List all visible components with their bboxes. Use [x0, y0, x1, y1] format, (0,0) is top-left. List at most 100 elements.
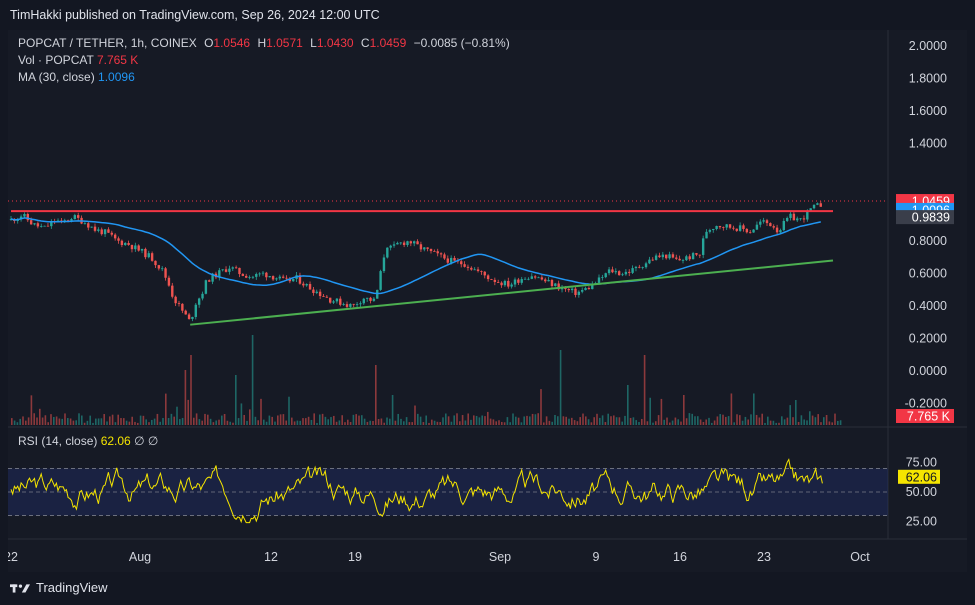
volume-bar	[529, 416, 531, 425]
volume-bar	[456, 413, 458, 425]
candle-body	[224, 269, 228, 272]
volume-bar	[268, 415, 271, 425]
candle-body	[46, 225, 50, 227]
candle-body	[601, 277, 604, 278]
candle-body	[500, 282, 503, 286]
volume-label[interactable]: Vol · POPCAT	[18, 53, 94, 67]
candle-body	[530, 276, 533, 279]
volume-bar	[235, 375, 237, 425]
volume-bar	[277, 415, 279, 425]
volume-bar	[691, 413, 693, 425]
volume-bar	[817, 414, 819, 425]
candle-body	[429, 248, 433, 252]
volume-bar	[834, 413, 836, 425]
candle-body	[712, 228, 715, 231]
volume-bar	[61, 418, 63, 425]
candle-body	[463, 264, 466, 267]
volume-bar	[156, 413, 159, 425]
volume-bar	[825, 414, 828, 425]
candle-body	[648, 259, 651, 264]
volume-bar	[744, 416, 747, 425]
candle-body	[510, 284, 513, 287]
candle-body	[238, 267, 241, 275]
volume-bar	[44, 415, 47, 425]
volume-bar	[176, 406, 178, 425]
volume-bar	[257, 420, 259, 425]
candle-body	[433, 251, 436, 252]
candle-body	[245, 275, 248, 278]
candle-body	[742, 225, 745, 229]
volume-bar	[394, 420, 397, 425]
volume-bar	[212, 422, 215, 425]
candle-body	[376, 289, 379, 299]
volume-bar	[492, 419, 495, 425]
candle-body	[255, 274, 258, 277]
volume-bar	[358, 415, 360, 425]
footer-brand[interactable]: TradingView	[10, 580, 108, 595]
volume-bar	[708, 417, 710, 425]
candle-body	[228, 268, 231, 272]
candle-body	[19, 216, 23, 219]
volume-bar	[831, 422, 833, 425]
ohlc-c-value: 1.0459	[369, 36, 407, 50]
candle-body	[369, 297, 372, 301]
volume-bar	[727, 416, 730, 425]
candle-body	[423, 247, 426, 250]
volume-bar	[106, 421, 108, 425]
candle-body	[325, 296, 329, 298]
candle-body	[372, 298, 376, 301]
volume-bar	[624, 415, 626, 425]
volume-bar	[512, 413, 514, 425]
volume-bar	[53, 416, 55, 425]
candle-body	[735, 228, 738, 231]
ma-label[interactable]: MA (30, close)	[18, 70, 95, 84]
volume-bar	[470, 419, 472, 425]
candle-body	[70, 219, 73, 221]
volume-bar	[414, 405, 416, 425]
volume-bar	[310, 419, 313, 425]
volume-bar	[97, 418, 100, 425]
volume-bar	[324, 416, 327, 425]
volume-bar	[347, 419, 349, 425]
volume-bar	[767, 416, 769, 425]
volume-bar	[319, 414, 321, 425]
candle-body	[426, 247, 429, 249]
candle-body	[201, 293, 204, 299]
volume-bar	[660, 398, 663, 425]
volume-bar	[677, 419, 679, 425]
volume-bar	[781, 416, 783, 425]
chart-svg[interactable]: 2.0000 1.8000 1.6000 1.4000 0.8000 0.6000 0.40…	[4, 30, 967, 572]
candle-body	[87, 223, 90, 228]
volume-bar	[543, 422, 545, 425]
volume-bar	[447, 416, 450, 425]
candle-body	[204, 280, 208, 294]
volume-bar	[369, 420, 371, 425]
volume-bar	[585, 416, 587, 425]
candle-body	[715, 225, 718, 229]
rsi-extra: ∅ ∅	[134, 434, 159, 448]
volume-bar	[671, 420, 674, 425]
candle-body	[181, 303, 184, 311]
candle-body	[527, 278, 530, 280]
candle-body	[665, 254, 668, 259]
volume-bar	[389, 418, 391, 425]
volume-bar	[419, 416, 422, 425]
volume-bar	[131, 416, 133, 425]
candle-body	[483, 271, 486, 276]
symbol-title[interactable]: POPCAT / TETHER, 1h, COINEX	[18, 36, 197, 50]
candle-body	[103, 229, 107, 235]
price-tick-label: 2.0000	[909, 39, 947, 53]
rsi-label[interactable]: RSI (14, close)	[18, 434, 98, 448]
candle-body	[174, 296, 177, 304]
volume-bar	[128, 421, 131, 425]
volume-bar	[433, 420, 436, 425]
candle-body	[792, 213, 796, 221]
volume-bar	[442, 417, 444, 425]
candle-body	[688, 256, 691, 260]
volume-bar	[450, 421, 453, 425]
rsi-value: 62.06	[100, 434, 131, 448]
volume-bar	[240, 403, 243, 425]
chart-area[interactable]: 2.0000 1.8000 1.6000 1.4000 0.8000 0.6000 0.40…	[4, 30, 967, 572]
volume-bar	[674, 417, 677, 425]
volume-bar	[383, 422, 385, 425]
